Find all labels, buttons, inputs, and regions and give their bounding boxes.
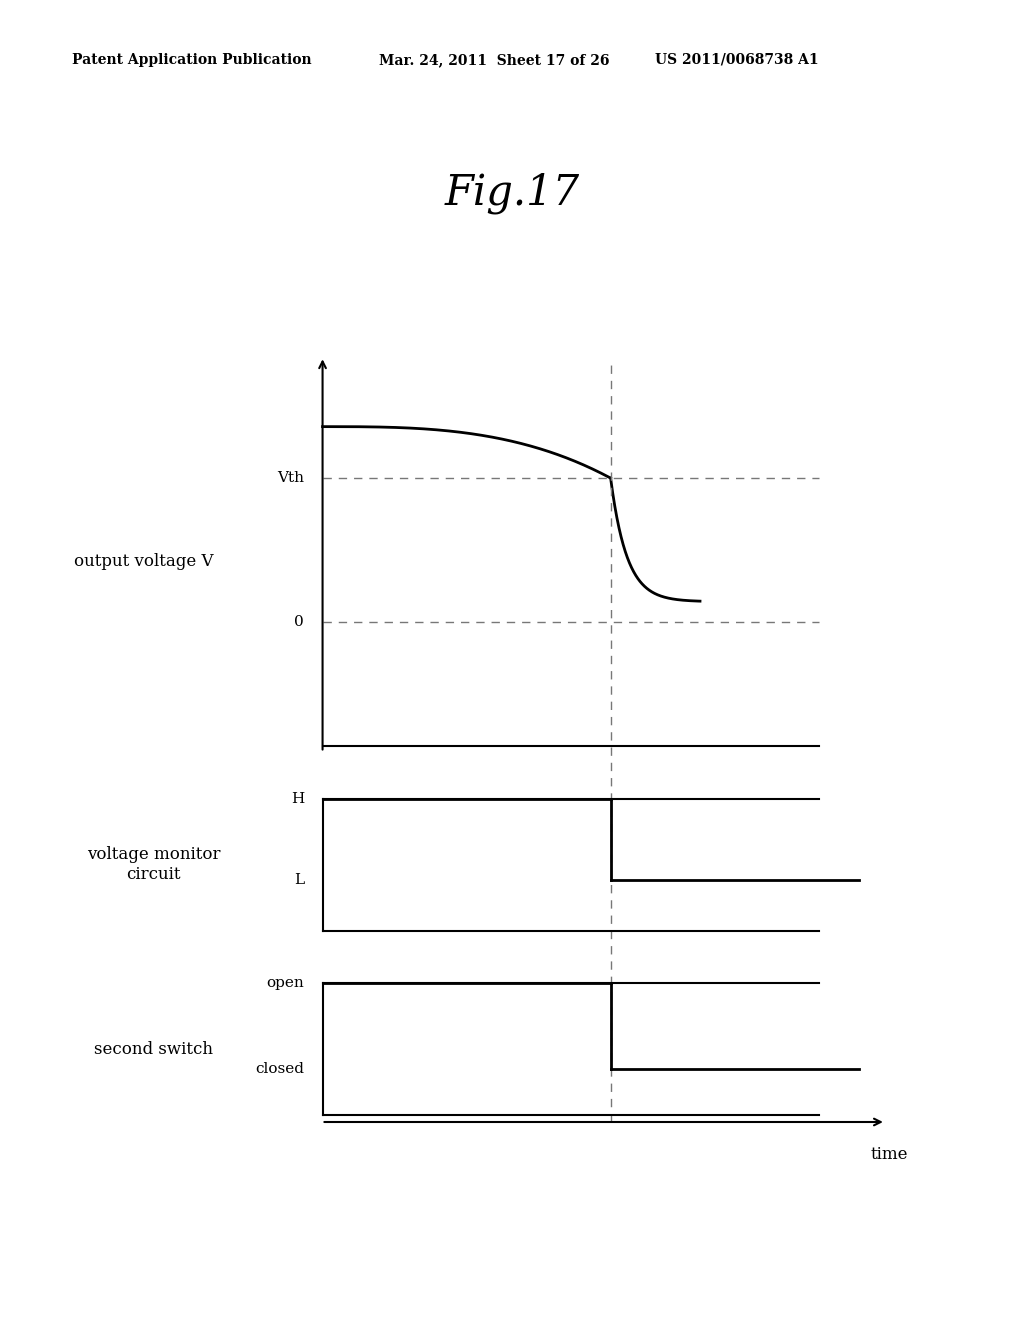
Text: voltage monitor
circuit: voltage monitor circuit	[87, 846, 220, 883]
Text: Mar. 24, 2011  Sheet 17 of 26: Mar. 24, 2011 Sheet 17 of 26	[379, 53, 609, 67]
Text: Patent Application Publication: Patent Application Publication	[72, 53, 311, 67]
Text: US 2011/0068738 A1: US 2011/0068738 A1	[655, 53, 819, 67]
Text: second switch: second switch	[94, 1041, 213, 1057]
Text: 0: 0	[294, 615, 304, 630]
Text: time: time	[870, 1146, 907, 1163]
Text: open: open	[266, 977, 304, 990]
Text: output voltage V: output voltage V	[74, 553, 213, 569]
Text: Vth: Vth	[278, 471, 304, 486]
Text: closed: closed	[255, 1063, 304, 1076]
Text: Fig.17: Fig.17	[444, 172, 580, 214]
Text: H: H	[291, 792, 304, 805]
Text: L: L	[294, 874, 304, 887]
